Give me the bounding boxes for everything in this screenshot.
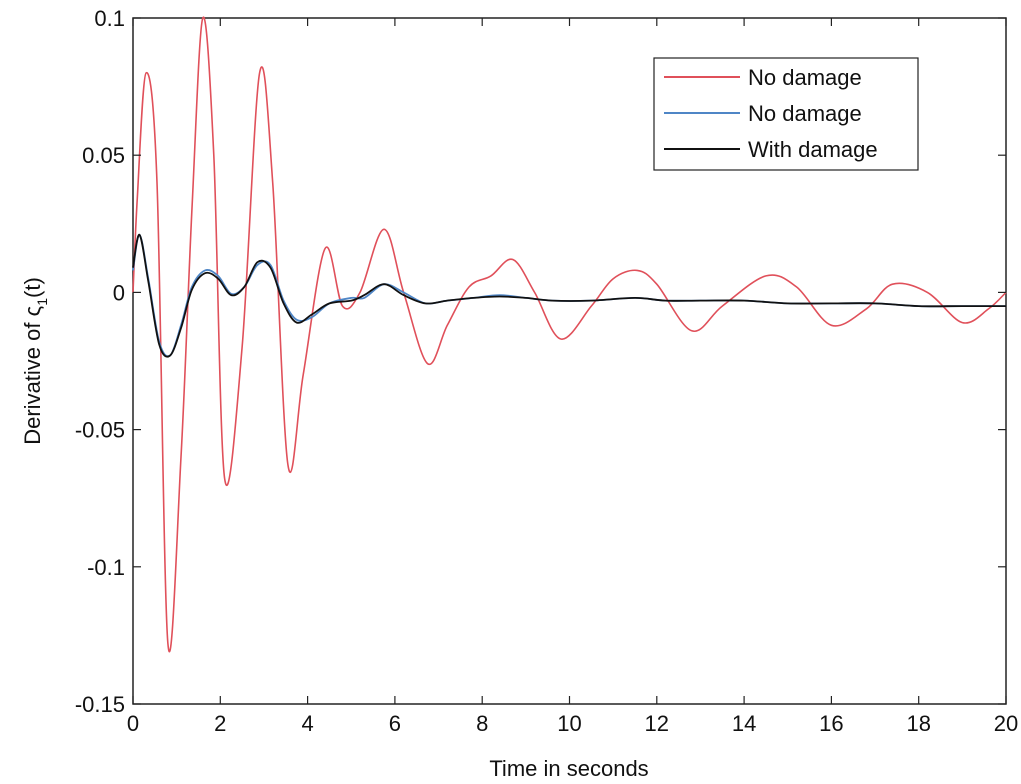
y-tick-label: 0.1	[94, 6, 125, 31]
x-tick-label: 18	[906, 711, 930, 736]
legend: No damage No damage With damage	[653, 57, 919, 171]
x-tick-label: 4	[301, 711, 313, 736]
series-no-damage-red	[132, 16, 1007, 653]
y-tick-label: 0.05	[82, 143, 125, 168]
y-tick-label: -0.05	[75, 418, 125, 443]
series-with-damage-black	[132, 233, 1006, 358]
ticks-layer: 0 2 4 6 8 10 12 14 16 18 20 -0.15 -0.1 -0.05 0 0.05 0.1	[75, 6, 1018, 736]
legend-label: With damage	[748, 137, 878, 162]
legend-label: No damage	[748, 101, 862, 126]
y-axis-label-subscript: 1	[34, 298, 50, 306]
x-tick-label: 20	[994, 711, 1018, 736]
x-tick-label: 14	[732, 711, 756, 736]
series-layer	[132, 16, 1007, 653]
legend-label: No damage	[748, 65, 862, 90]
y-axis-label-tail: (t)	[20, 277, 45, 298]
x-tick-label: 8	[476, 711, 488, 736]
x-tick-label: 0	[127, 711, 139, 736]
x-axis-label: Time in seconds	[489, 756, 648, 781]
x-tick-label: 10	[557, 711, 581, 736]
y-axis-label: Derivative of ς1(t)	[20, 277, 50, 445]
y-axis-label-main: Derivative of ς	[20, 306, 45, 445]
legend-items: No damage No damage With damage	[664, 65, 878, 162]
x-tick-label: 12	[645, 711, 669, 736]
y-tick-label: 0	[113, 280, 125, 305]
x-tick-label: 16	[819, 711, 843, 736]
y-tick-label: -0.15	[75, 692, 125, 717]
y-tick-label: -0.1	[87, 555, 125, 580]
x-tick-label: 2	[214, 711, 226, 736]
x-tick-label: 6	[389, 711, 401, 736]
